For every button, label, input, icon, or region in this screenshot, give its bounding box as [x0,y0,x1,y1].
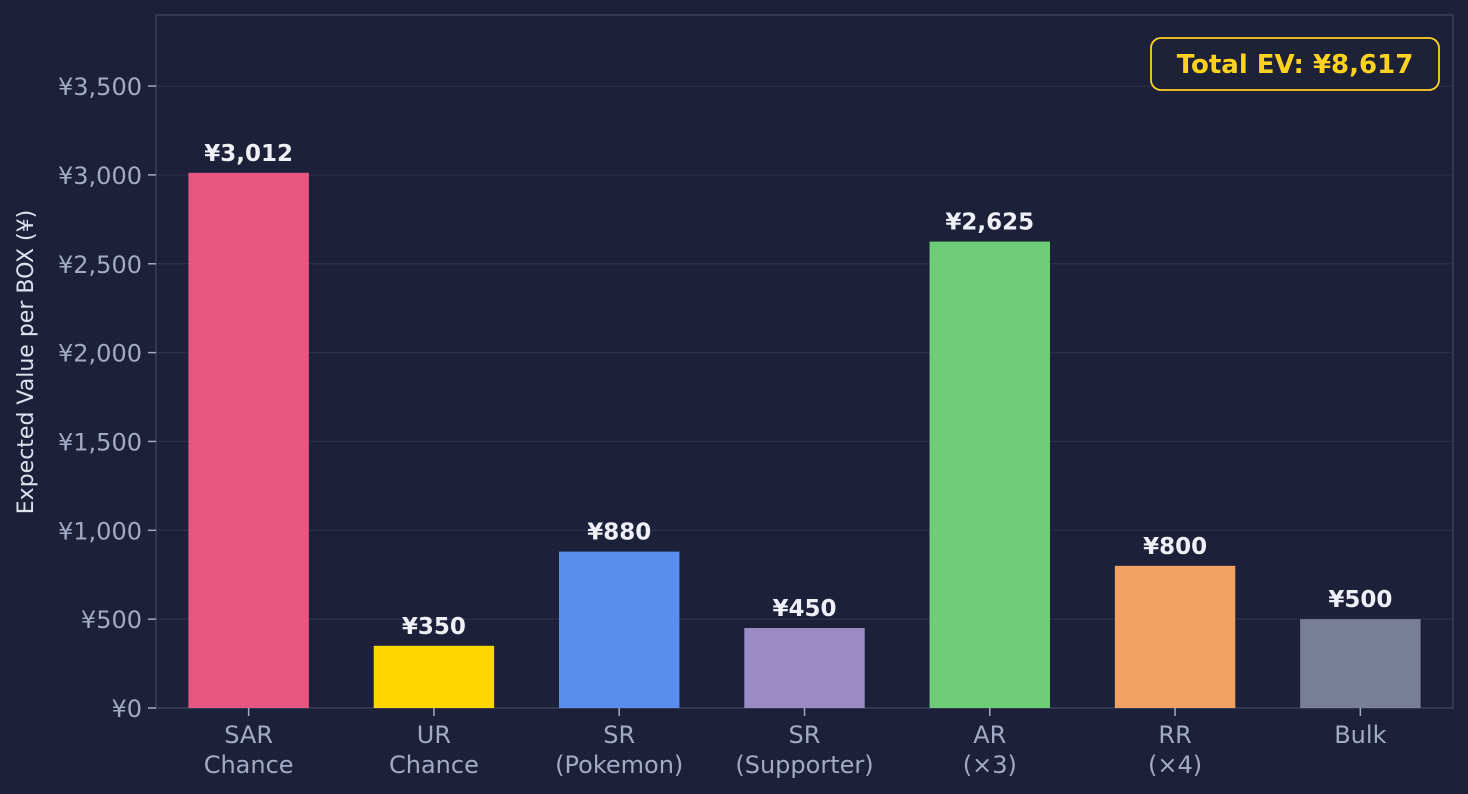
x-tick-label: SAR Chance [204,721,294,779]
y-tick-label: ¥2,500 [58,251,142,279]
x-tick-label: UR Chance [389,721,479,779]
bar [929,241,1051,709]
y-tick-label: ¥3,500 [58,73,142,101]
y-tick-label: ¥2,000 [58,340,142,368]
y-axis-ticks: ¥0 ¥500 ¥1,000 ¥1,500 ¥2,000 ¥2,500 ¥3,000 ¥3,5… [58,73,156,723]
total-ev-text: Total EV: ¥8,617 [1177,50,1414,80]
bar-value-label: ¥880 [587,520,651,546]
bar-value-label: ¥3,012 [204,141,293,167]
bars [188,172,1421,709]
y-tick-label: ¥0 [111,695,142,723]
bar-value-label: ¥350 [402,614,466,640]
x-tick-label: SR (Supporter) [735,721,873,779]
total-ev-box [1150,37,1440,91]
bar [558,551,680,708]
bar-value-label: ¥500 [1328,587,1392,613]
y-tick-label: ¥3,000 [58,162,142,190]
bar-value-label: ¥800 [1143,534,1207,560]
total-ev-annotation: Total EV: ¥8,617 [1150,37,1440,91]
y-tick-label: ¥1,000 [58,517,142,545]
bar [744,628,865,708]
bar [373,645,495,708]
x-tick-label: AR (×3) [963,721,1017,779]
value-labels: ¥3,012 ¥350 ¥880 ¥450 ¥2,625 ¥800 ¥500 [204,141,1392,640]
bar-value-label: ¥450 [772,596,836,622]
x-tick-label: SR (Pokemon) [555,721,683,779]
y-axis-title: Expected Value per BOX (¥) [14,210,39,514]
bar [188,172,309,708]
x-axis-categories: SAR Chance UR Chance SR (Pokemon) SR (Supporter… [204,708,1387,779]
bar [1114,565,1236,708]
x-tick-label: Bulk [1334,721,1386,749]
y-tick-label: ¥1,500 [58,428,142,456]
y-tick-label: ¥500 [81,606,142,634]
bar [1300,619,1421,708]
bar-value-label: ¥2,625 [945,210,1034,236]
x-tick-label: RR (×4) [1148,721,1202,779]
